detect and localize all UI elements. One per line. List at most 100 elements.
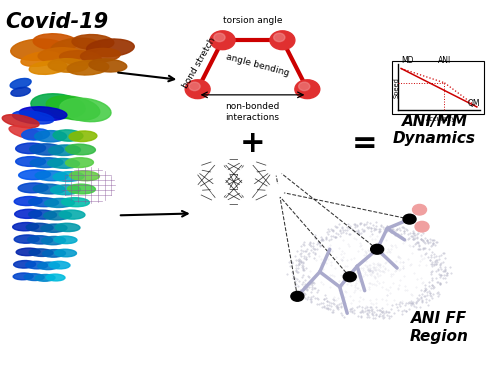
Circle shape	[185, 80, 210, 99]
Ellipse shape	[31, 94, 85, 119]
Ellipse shape	[68, 184, 96, 194]
Ellipse shape	[18, 183, 48, 193]
Ellipse shape	[22, 129, 50, 140]
Ellipse shape	[53, 172, 84, 181]
Ellipse shape	[16, 156, 46, 166]
Circle shape	[270, 31, 295, 50]
Ellipse shape	[10, 79, 31, 89]
Ellipse shape	[26, 223, 53, 232]
Ellipse shape	[44, 211, 72, 220]
Ellipse shape	[38, 48, 83, 63]
Text: torsion angle: torsion angle	[222, 16, 282, 25]
Ellipse shape	[48, 158, 80, 168]
Circle shape	[189, 82, 200, 91]
Ellipse shape	[46, 274, 65, 281]
Circle shape	[295, 80, 320, 99]
Ellipse shape	[30, 61, 67, 74]
Ellipse shape	[35, 274, 55, 281]
Circle shape	[184, 161, 202, 175]
Circle shape	[238, 167, 256, 181]
Ellipse shape	[13, 273, 33, 280]
Circle shape	[214, 33, 225, 42]
Text: Covid-19: Covid-19	[6, 12, 109, 32]
Ellipse shape	[14, 235, 39, 243]
Circle shape	[291, 291, 304, 301]
Ellipse shape	[2, 115, 39, 128]
Ellipse shape	[69, 131, 97, 142]
Ellipse shape	[28, 198, 58, 207]
Ellipse shape	[28, 210, 56, 219]
Ellipse shape	[42, 249, 66, 257]
Circle shape	[211, 182, 229, 196]
Ellipse shape	[29, 249, 53, 256]
Circle shape	[211, 152, 229, 166]
Text: ANI/MM
Dynamics: ANI/MM Dynamics	[393, 114, 476, 146]
Ellipse shape	[60, 98, 111, 122]
Ellipse shape	[55, 223, 80, 232]
Text: Speed: Speed	[394, 77, 400, 98]
Circle shape	[266, 161, 284, 175]
Circle shape	[211, 197, 229, 211]
Ellipse shape	[60, 51, 102, 65]
Circle shape	[415, 222, 429, 232]
Ellipse shape	[50, 185, 80, 195]
Ellipse shape	[89, 59, 127, 72]
Circle shape	[238, 197, 256, 211]
FancyBboxPatch shape	[392, 61, 484, 114]
Ellipse shape	[49, 261, 70, 269]
Ellipse shape	[54, 236, 77, 243]
Ellipse shape	[34, 131, 66, 142]
Circle shape	[210, 31, 235, 50]
Text: ANI FF
Region: ANI FF Region	[410, 311, 469, 344]
Ellipse shape	[41, 224, 67, 232]
Text: bond stretch: bond stretch	[181, 36, 218, 90]
Ellipse shape	[66, 158, 94, 167]
Ellipse shape	[16, 248, 40, 256]
Ellipse shape	[30, 144, 64, 155]
Text: Accuracy: Accuracy	[426, 116, 456, 122]
Circle shape	[184, 184, 202, 198]
Circle shape	[403, 214, 416, 224]
Ellipse shape	[59, 210, 85, 219]
Text: MD: MD	[401, 56, 413, 65]
Circle shape	[238, 152, 256, 166]
Ellipse shape	[42, 237, 66, 245]
Ellipse shape	[33, 34, 78, 51]
Text: QM: QM	[468, 99, 480, 108]
Ellipse shape	[50, 38, 100, 57]
Circle shape	[370, 244, 384, 254]
Ellipse shape	[80, 48, 120, 62]
Ellipse shape	[11, 87, 30, 96]
Ellipse shape	[24, 274, 44, 280]
Ellipse shape	[14, 260, 36, 268]
Text: non-bonded
interactions: non-bonded interactions	[226, 102, 280, 122]
Ellipse shape	[21, 52, 60, 67]
Ellipse shape	[38, 262, 60, 270]
Ellipse shape	[48, 59, 88, 72]
Circle shape	[211, 167, 229, 181]
Ellipse shape	[72, 34, 114, 50]
Ellipse shape	[12, 111, 54, 124]
Ellipse shape	[26, 261, 48, 269]
Ellipse shape	[16, 143, 46, 153]
Ellipse shape	[9, 126, 42, 139]
Circle shape	[238, 182, 256, 196]
Ellipse shape	[12, 223, 38, 231]
Text: =: =	[352, 129, 378, 158]
Ellipse shape	[54, 249, 76, 257]
Ellipse shape	[48, 145, 80, 155]
Ellipse shape	[66, 144, 96, 155]
Ellipse shape	[18, 170, 50, 180]
Ellipse shape	[67, 60, 109, 75]
Ellipse shape	[14, 197, 42, 206]
Ellipse shape	[30, 158, 63, 167]
Ellipse shape	[70, 171, 100, 181]
Text: ANI: ANI	[438, 56, 451, 65]
Circle shape	[343, 272, 356, 282]
Ellipse shape	[62, 198, 90, 207]
Circle shape	[298, 82, 310, 91]
Circle shape	[266, 184, 284, 198]
Ellipse shape	[33, 184, 65, 194]
Ellipse shape	[44, 198, 74, 208]
Ellipse shape	[19, 107, 67, 121]
